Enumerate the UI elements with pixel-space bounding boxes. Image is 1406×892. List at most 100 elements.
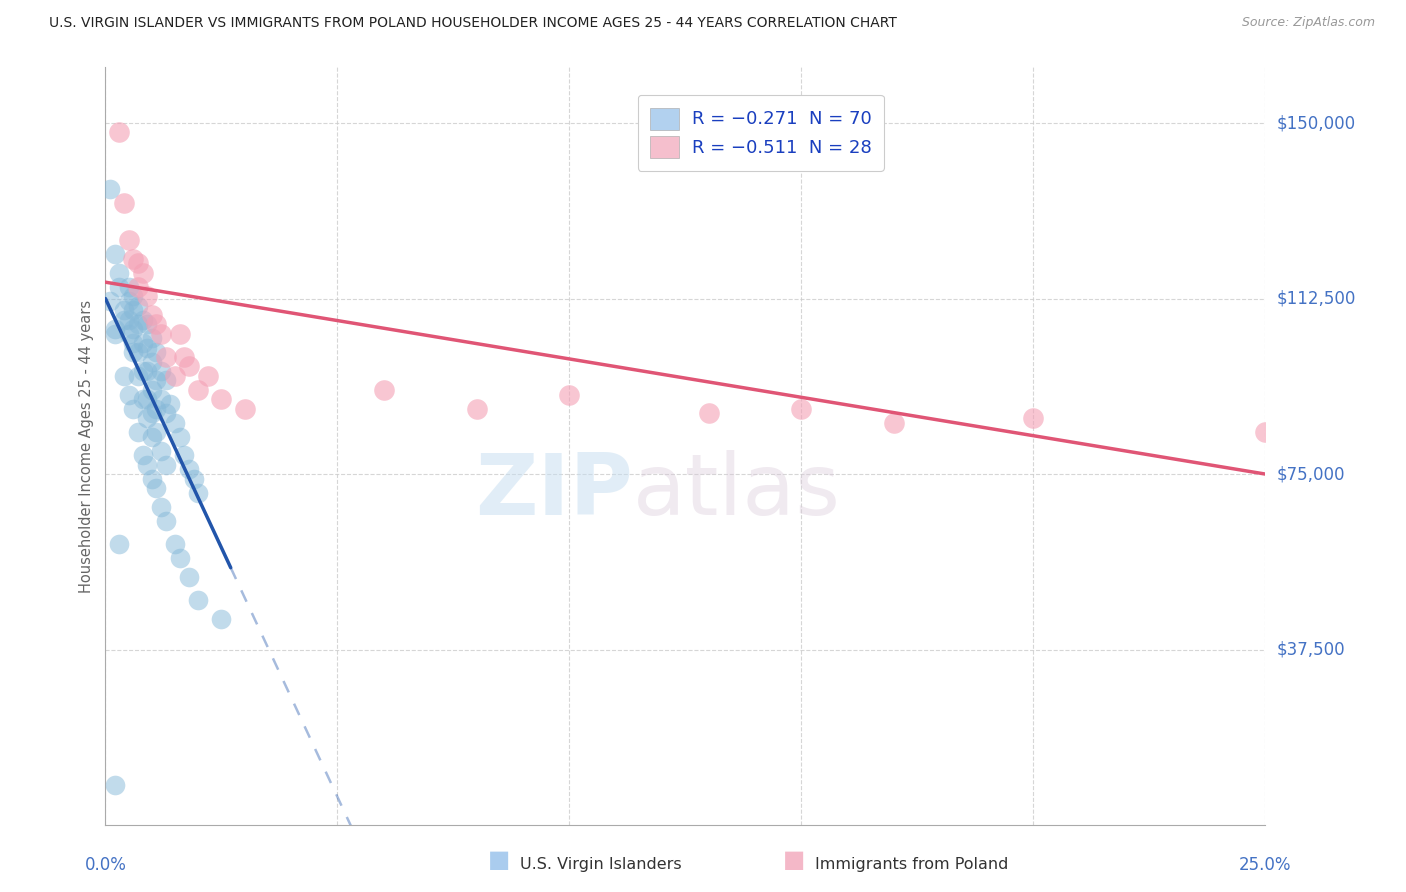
Point	[127, 299, 149, 313]
Point	[155, 514, 177, 528]
Point	[173, 350, 195, 364]
Y-axis label: Householder Income Ages 25 - 44 years: Householder Income Ages 25 - 44 years	[79, 300, 94, 592]
Point	[122, 345, 145, 359]
Point	[127, 318, 149, 332]
Text: ■: ■	[488, 848, 510, 872]
Point	[883, 416, 905, 430]
Point	[150, 326, 173, 341]
Point	[163, 537, 186, 551]
Point	[211, 612, 233, 626]
Point	[118, 326, 141, 341]
Point	[131, 448, 153, 462]
Point	[169, 430, 191, 444]
Point	[163, 368, 186, 383]
Point	[131, 266, 153, 280]
Text: $112,500: $112,500	[1277, 290, 1355, 308]
Point	[112, 368, 135, 383]
Text: atlas: atlas	[633, 450, 841, 533]
Point	[98, 181, 121, 195]
Point	[104, 322, 127, 336]
Point	[136, 318, 159, 332]
Point	[141, 406, 163, 420]
Point	[108, 125, 131, 139]
Point	[141, 331, 163, 345]
Point	[373, 383, 395, 397]
Text: Source: ZipAtlas.com: Source: ZipAtlas.com	[1241, 16, 1375, 29]
Text: $75,000: $75,000	[1277, 465, 1346, 483]
Point	[122, 401, 145, 416]
Point	[169, 551, 191, 566]
Point	[145, 374, 167, 388]
Point	[136, 458, 159, 472]
Point	[155, 374, 177, 388]
Point	[104, 778, 127, 792]
Point	[136, 364, 159, 378]
Point	[697, 406, 720, 420]
Point	[136, 341, 159, 355]
Point	[118, 293, 141, 308]
Point	[177, 359, 200, 374]
Point	[118, 233, 141, 247]
Point	[790, 401, 813, 416]
Point	[187, 485, 209, 500]
Point	[98, 293, 121, 308]
Point	[145, 481, 167, 495]
Point	[150, 392, 173, 407]
Point	[145, 401, 167, 416]
Point	[108, 537, 131, 551]
Point	[122, 252, 145, 266]
Point	[118, 387, 141, 401]
Point	[155, 458, 177, 472]
Text: U.S. VIRGIN ISLANDER VS IMMIGRANTS FROM POLAND HOUSEHOLDER INCOME AGES 25 - 44 Y: U.S. VIRGIN ISLANDER VS IMMIGRANTS FROM …	[49, 16, 897, 30]
Point	[141, 472, 163, 486]
Point	[136, 411, 159, 425]
Point	[131, 364, 153, 378]
Point	[159, 397, 181, 411]
Point	[122, 336, 145, 351]
Point	[108, 266, 131, 280]
Point	[187, 383, 209, 397]
Point	[155, 406, 177, 420]
Point	[150, 364, 173, 378]
Point	[104, 326, 127, 341]
Point	[1254, 425, 1277, 439]
Point	[122, 289, 145, 303]
Point	[127, 425, 149, 439]
Legend: R = −0.271  N = 70, R = −0.511  N = 28: R = −0.271 N = 70, R = −0.511 N = 28	[637, 95, 884, 170]
Point	[118, 280, 141, 294]
Point	[155, 350, 177, 364]
Point	[112, 303, 135, 318]
Point	[1022, 411, 1045, 425]
Text: 25.0%: 25.0%	[1239, 855, 1292, 873]
Point	[150, 443, 173, 458]
Point	[211, 392, 233, 407]
Point	[187, 593, 209, 607]
Point	[145, 345, 167, 359]
Point	[141, 355, 163, 369]
Point	[131, 312, 153, 326]
Point	[169, 326, 191, 341]
Point	[183, 472, 205, 486]
Point	[163, 416, 186, 430]
Point	[122, 322, 145, 336]
Point	[465, 401, 488, 416]
Text: ■: ■	[783, 848, 806, 872]
Point	[104, 247, 127, 261]
Point	[150, 500, 173, 514]
Point	[558, 387, 581, 401]
Point	[141, 308, 163, 322]
Point	[141, 383, 163, 397]
Text: U.S. Virgin Islanders: U.S. Virgin Islanders	[520, 857, 682, 872]
Text: $150,000: $150,000	[1277, 114, 1355, 132]
Point	[131, 336, 153, 351]
Point	[112, 312, 135, 326]
Point	[112, 195, 135, 210]
Point	[141, 430, 163, 444]
Point	[122, 303, 145, 318]
Text: ZIP: ZIP	[475, 450, 633, 533]
Point	[136, 289, 159, 303]
Point	[127, 368, 149, 383]
Point	[131, 392, 153, 407]
Text: $37,500: $37,500	[1277, 640, 1346, 658]
Point	[127, 345, 149, 359]
